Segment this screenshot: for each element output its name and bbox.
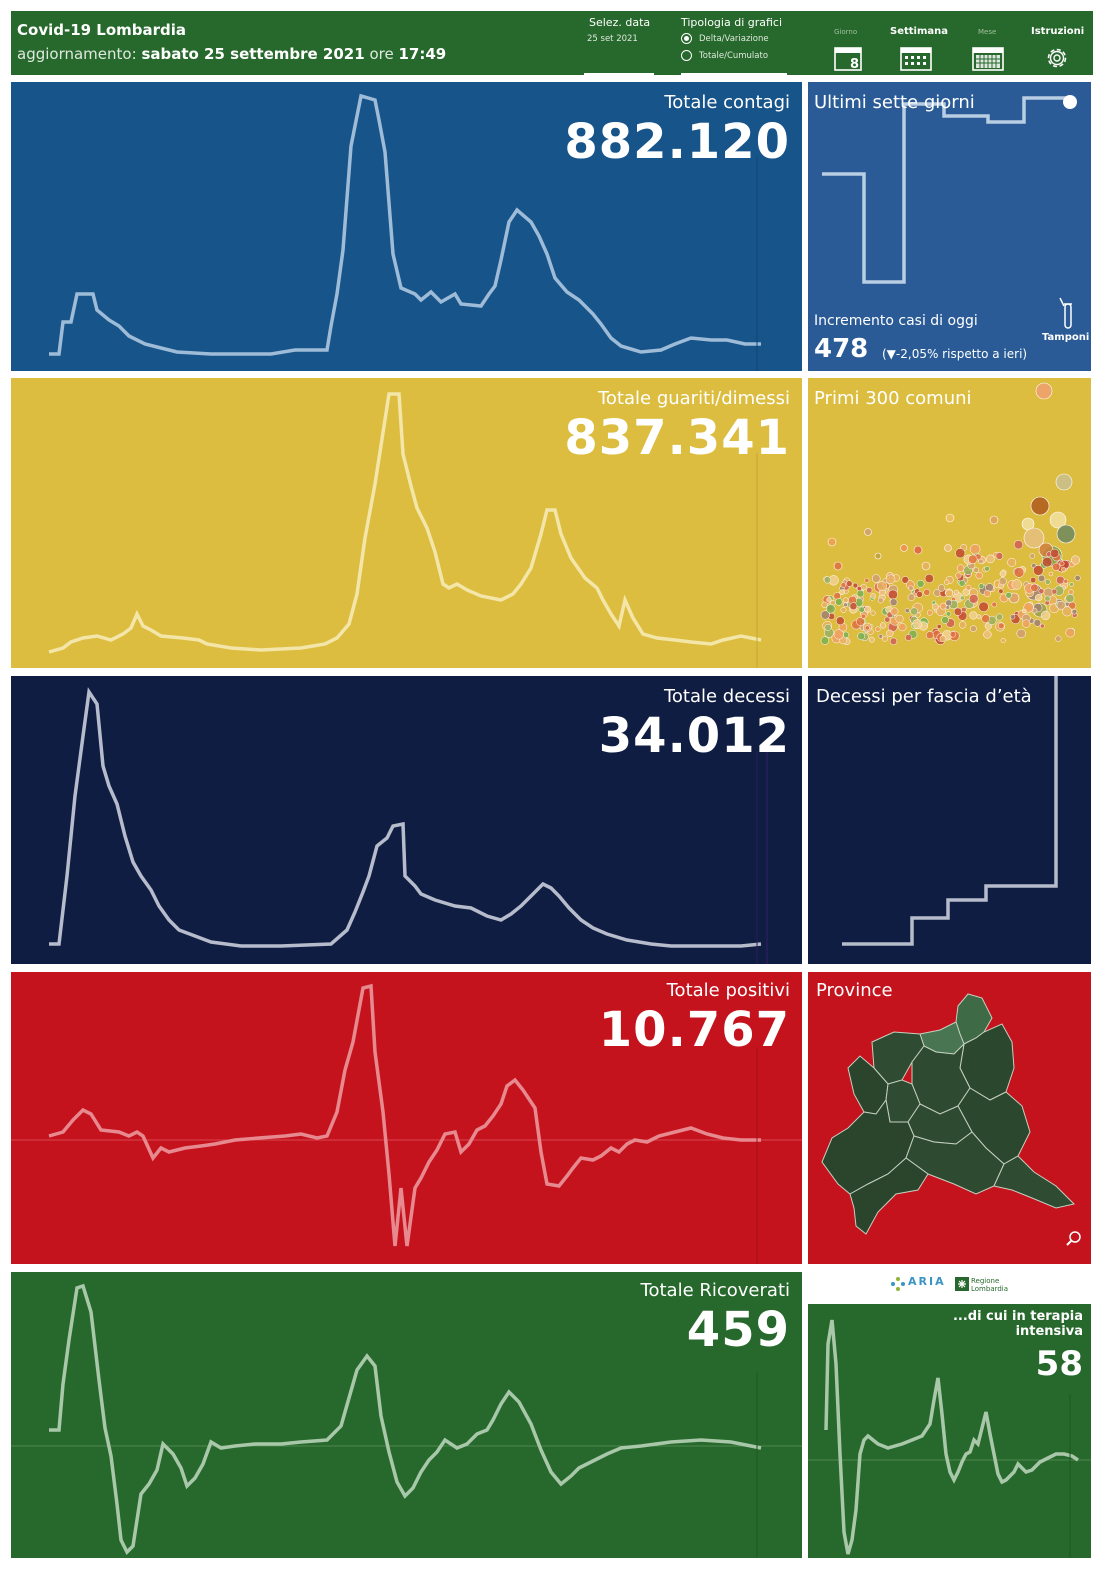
- panel-title: Totale positivi: [666, 980, 790, 1001]
- big-number: 459: [686, 1302, 790, 1358]
- date-selector[interactable]: Selez. data 25 set 2021: [584, 15, 654, 75]
- big-number: 837.341: [564, 410, 790, 466]
- chart-positivi: [11, 983, 802, 1264]
- side-panel-fascia-eta[interactable]: Decessi per fascia d’età: [808, 676, 1091, 964]
- bubble-chart-comuni: [820, 382, 1081, 646]
- logos-strip: ARIA Regione Lombardia: [808, 1272, 1091, 1302]
- update-time-label: ore: [369, 45, 394, 63]
- panel-positivi[interactable]: Totale positivi 10.767: [11, 972, 802, 1264]
- date-selector-label: Selez. data: [589, 16, 651, 29]
- bubble-cluster: [820, 540, 1081, 646]
- panel-title: Decessi per fascia d’età: [816, 686, 1032, 707]
- date-selector-value: 25 set 2021: [587, 34, 638, 44]
- regione-lombardia-logo-icon: [955, 1277, 969, 1291]
- chart-contagi: [49, 93, 761, 371]
- calendar-day-icon: 8: [834, 47, 862, 72]
- panel-title: Totale guariti/dimessi: [597, 388, 790, 409]
- app-title: Covid-19 Lombardia: [17, 21, 187, 39]
- chart-terapia-intensiva: [808, 1319, 1091, 1558]
- update-time: 17:49: [398, 45, 447, 63]
- big-number: 58: [1035, 1344, 1083, 1384]
- update-label: aggiornamento:: [17, 45, 137, 63]
- gear-icon: [1047, 48, 1067, 68]
- panel-title: Province: [816, 980, 893, 1001]
- side-panel-ultimi-sette-giorni[interactable]: Ultimi sette giorni Incremento casi di o…: [808, 82, 1091, 371]
- panel-decessi[interactable]: Totale decessi 34.012: [11, 676, 802, 964]
- panel-title: Ultimi sette giorni: [814, 92, 975, 113]
- calendar-week-icon: [900, 47, 932, 71]
- panel-title: Primi 300 comuni: [814, 388, 972, 409]
- panel-contagi[interactable]: Totale contagi 882.120: [11, 82, 802, 371]
- big-number: 882.120: [564, 114, 790, 170]
- chart-type-selector: Tipologia di grafici Delta/Variazione To…: [681, 15, 787, 75]
- header-bar: Covid-19 Lombardia aggiornamento: sabato…: [11, 11, 1093, 75]
- view-button-mese[interactable]: Mese: [969, 15, 1009, 71]
- aria-logo-text: ARIA: [908, 1275, 946, 1288]
- chart-ricoverati: [11, 1283, 802, 1558]
- radio-selected-icon: [681, 33, 692, 44]
- panel-title: Totale Ricoverati: [640, 1280, 790, 1301]
- chart-type-option-delta[interactable]: Delta/Variazione: [681, 33, 787, 47]
- view-button-settimana[interactable]: Settimana: [885, 15, 949, 71]
- panel-ricoverati[interactable]: Totale Ricoverati 459: [11, 1272, 802, 1558]
- panel-guariti[interactable]: Totale guariti/dimessi 837.341: [11, 378, 802, 668]
- increment-value: 478: [814, 334, 869, 364]
- view-button-label: Mese: [978, 28, 997, 36]
- chart-decessi: [49, 687, 768, 964]
- view-button-label: Settimana: [890, 26, 949, 37]
- increment-label: Incremento casi di oggi: [814, 313, 978, 329]
- tamponi-label: Tamponi: [1042, 332, 1090, 343]
- chart-guariti: [48, 392, 762, 668]
- chart-ultimi-sette-giorni: [822, 95, 1077, 284]
- big-number: 10.767: [598, 1002, 790, 1058]
- panel-title: ...di cui in terapia intensiva: [953, 1309, 1083, 1339]
- panel-title: Totale contagi: [664, 92, 790, 113]
- chart-type-option-totale[interactable]: Totale/Cumulato: [681, 50, 787, 64]
- side-panel-province[interactable]: Province: [808, 972, 1091, 1264]
- side-panel-terapia-intensiva[interactable]: ...di cui in terapia intensiva 58: [808, 1304, 1091, 1558]
- big-number: 34.012: [598, 708, 790, 764]
- chart-type-option-label: Totale/Cumulato: [699, 51, 769, 61]
- panel-title-line1: ...di cui in terapia: [952, 1309, 1083, 1324]
- instructions-button[interactable]: Istruzioni: [1027, 15, 1087, 71]
- panel-title-line2: intensiva: [1015, 1324, 1083, 1339]
- side-panel-comuni[interactable]: Primi 300 comuni: [808, 378, 1091, 668]
- instructions-label: Istruzioni: [1031, 26, 1085, 37]
- chart-type-label: Tipologia di grafici: [681, 16, 783, 29]
- view-button-label: Giorno: [834, 28, 858, 36]
- aria-logo-icon: [891, 1277, 905, 1291]
- view-button-giorno[interactable]: Giorno 8: [831, 15, 865, 72]
- update-line: aggiornamento: sabato 25 settembre 2021 …: [17, 45, 446, 63]
- regione-logo-text: Regione Lombardia: [971, 1277, 1009, 1293]
- radio-unselected-icon: [681, 50, 692, 61]
- test-tube-icon[interactable]: [1056, 296, 1076, 332]
- chart-fascia-eta: [842, 676, 1058, 946]
- update-date: sabato 25 settembre 2021: [141, 45, 365, 63]
- panel-title: Totale decessi: [663, 686, 790, 707]
- calendar-month-icon: [972, 47, 1004, 71]
- chart-type-option-label: Delta/Variazione: [699, 34, 769, 44]
- increment-change: (▼-2,05% rispetto a ieri): [882, 347, 1028, 361]
- magnifier-icon[interactable]: [1066, 1230, 1082, 1246]
- calendar-day-number: 8: [850, 57, 859, 72]
- map-province[interactable]: [808, 972, 1091, 1264]
